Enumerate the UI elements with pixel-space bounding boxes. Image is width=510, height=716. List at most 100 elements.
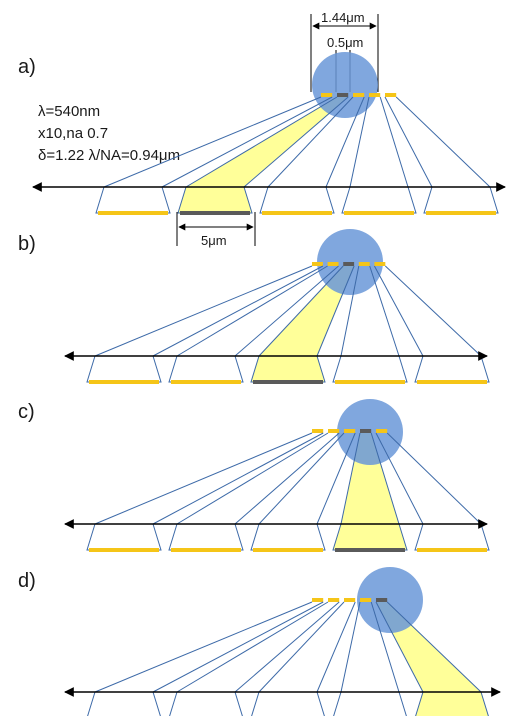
sensor-outline: [414, 355, 490, 383]
sensor-width-label: 5μm: [201, 233, 227, 248]
sensor-outline: [169, 691, 243, 716]
ray-line: [176, 601, 329, 693]
ray-line: [152, 601, 324, 693]
ray-line: [234, 432, 340, 525]
ray-line: [267, 96, 354, 188]
ray-line: [94, 601, 313, 693]
pitch-label: 1.44μm: [321, 10, 365, 25]
diffraction-spot: [357, 567, 423, 633]
sensor-outline: [423, 186, 499, 214]
ray-line: [234, 601, 340, 693]
active-sensor: [253, 380, 323, 384]
sensor: [89, 380, 159, 384]
sensor: [171, 548, 241, 552]
sensor-outline: [168, 523, 244, 551]
ray-line: [316, 432, 356, 525]
sensor-outline: [86, 523, 162, 551]
ray-line: [325, 96, 365, 188]
active-pixel: [337, 93, 349, 97]
pixel: [376, 429, 388, 433]
pixel: [374, 262, 386, 266]
panel-label-a: a): [18, 56, 36, 78]
diffraction-spot: [312, 52, 378, 118]
pixel: [344, 429, 356, 433]
pixel: [321, 93, 333, 97]
active-sensor: [335, 548, 405, 552]
active-pixel: [360, 429, 372, 433]
ray-line: [176, 432, 329, 525]
ray-line: [340, 432, 361, 525]
active-pixel: [376, 598, 388, 602]
sensor: [417, 380, 487, 384]
pixel: [358, 262, 370, 266]
pixel: [353, 93, 365, 97]
sensor-outline: [415, 691, 489, 716]
ray-line: [386, 601, 482, 693]
panel-a: [32, 52, 506, 215]
ray-line: [370, 432, 400, 525]
sensor: [417, 548, 487, 552]
panel-c: [64, 399, 490, 552]
ray-line: [258, 432, 345, 525]
pixel-width-label: 0.5μm: [327, 35, 363, 50]
ray-line: [369, 265, 400, 357]
ray-line: [384, 96, 433, 188]
ray-line: [152, 265, 324, 357]
ray-line: [375, 432, 424, 525]
sensor: [89, 548, 159, 552]
sensor: [253, 548, 323, 552]
pixel: [369, 93, 381, 97]
ray-line: [375, 601, 424, 693]
panel-label-d: d): [18, 570, 36, 592]
sensor-outline: [95, 186, 171, 214]
sensor: [98, 211, 168, 215]
active-pixel: [343, 262, 355, 266]
active-sensor: [180, 211, 250, 215]
sensor-outline: [332, 355, 408, 383]
pixel: [328, 429, 340, 433]
sensor-width-dimension: [176, 212, 256, 246]
ray-line: [384, 265, 482, 357]
sensor-outline: [251, 691, 325, 716]
ray-line: [103, 96, 322, 188]
objective-label: x10,na 0.7: [38, 125, 108, 142]
ray-line: [379, 96, 409, 188]
sensor-outline: [250, 523, 326, 551]
pixel: [312, 429, 324, 433]
sensor-outline: [341, 186, 417, 214]
ray-line: [94, 265, 313, 357]
sensor-outline: [259, 186, 335, 214]
pixel: [344, 598, 356, 602]
panel-b: [64, 229, 490, 384]
ray-line: [176, 265, 328, 357]
pixel: [328, 598, 340, 602]
sensor-outline: [168, 355, 244, 383]
ray-line: [94, 432, 313, 525]
sensor: [262, 211, 332, 215]
ray-line: [258, 601, 345, 693]
ray-line: [395, 96, 491, 188]
ray-line: [161, 96, 333, 188]
ray-line: [370, 601, 400, 693]
ray-line: [349, 96, 370, 188]
sensor: [344, 211, 414, 215]
panel-label-c: c): [18, 401, 35, 423]
sensor: [426, 211, 496, 215]
sensor-outline: [86, 355, 162, 383]
pixel: [312, 598, 324, 602]
ray-line: [234, 265, 339, 357]
ray-line: [152, 432, 324, 525]
pixel: [360, 598, 372, 602]
sensor: [171, 380, 241, 384]
ray-line: [316, 601, 356, 693]
ray-line: [258, 265, 344, 357]
ray-line: [340, 265, 360, 357]
panel-d: [64, 567, 501, 716]
highlighted-path: [178, 97, 349, 213]
pixel: [327, 262, 339, 266]
pitch-dimension: [310, 14, 379, 92]
ray-line: [243, 96, 349, 188]
panel-label-b: b): [18, 233, 36, 255]
sensor-outline: [333, 691, 407, 716]
